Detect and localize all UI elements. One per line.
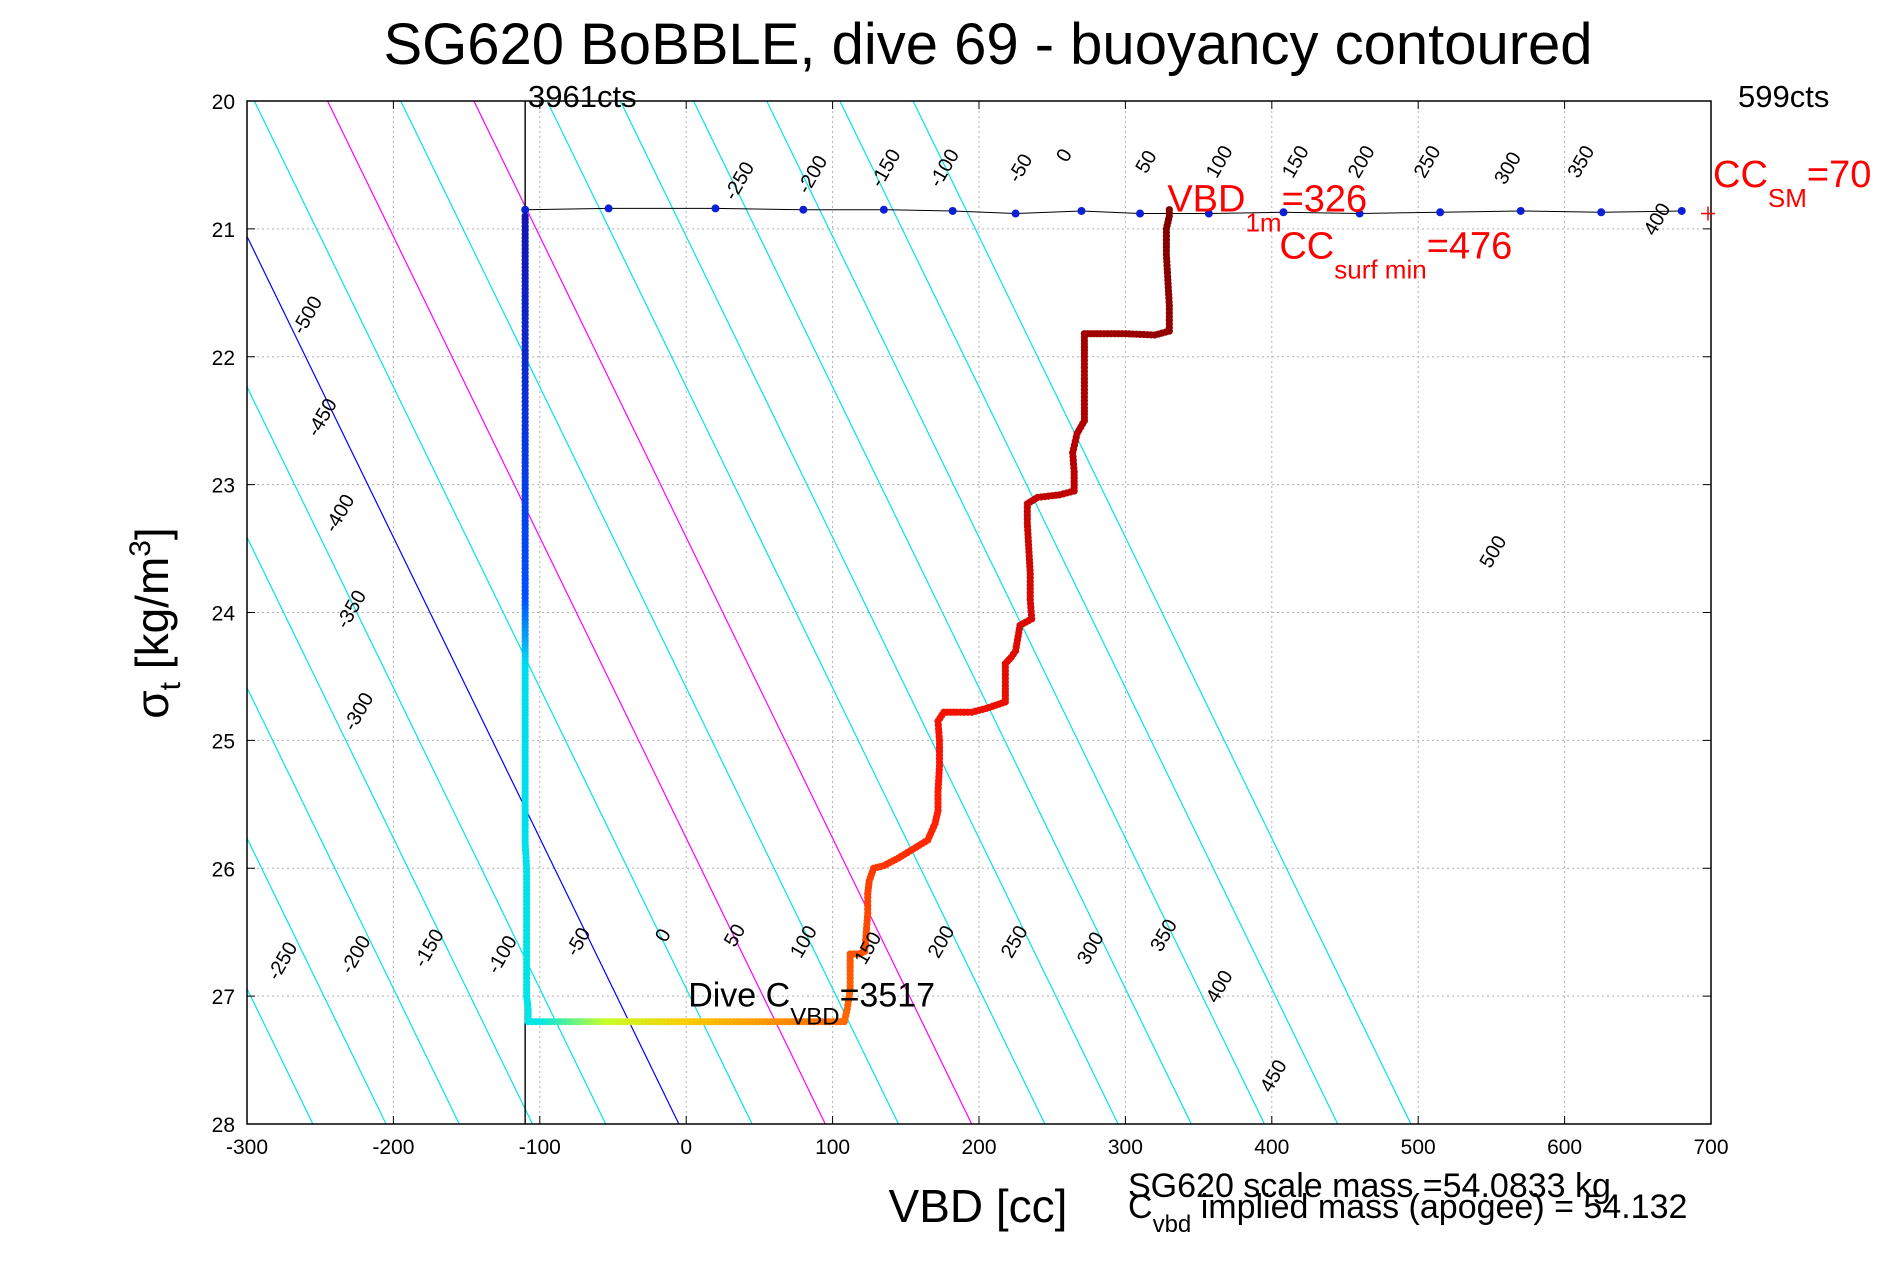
contour-line xyxy=(246,687,460,1125)
footer-implied-mass-main: C xyxy=(1128,1188,1153,1226)
y-tick-label: 24 xyxy=(212,603,236,626)
vbd-1m-value: =326 xyxy=(1282,179,1368,221)
cc-sm-main: CC xyxy=(1713,154,1768,196)
x-tick-label: 700 xyxy=(1693,1136,1728,1159)
y-tick-label: 23 xyxy=(212,475,235,498)
surface-point xyxy=(1597,208,1606,217)
y-axis-label-unit-end: ] xyxy=(126,527,178,540)
contour-line xyxy=(326,100,826,1125)
surface-point xyxy=(1279,208,1288,217)
surface-point xyxy=(1677,206,1686,215)
cc-sm-sub: SM xyxy=(1768,183,1807,213)
surface-point xyxy=(1011,209,1020,218)
buoyancy-contours xyxy=(246,100,1412,1125)
y-tick-label: 22 xyxy=(212,347,235,370)
y-tick-label: 26 xyxy=(212,858,235,881)
footer-implied-mass: Cvbd implied mass (apogee) = 54.132 xyxy=(1128,1188,1687,1238)
surface-point xyxy=(1516,206,1525,215)
surface-point xyxy=(799,205,808,214)
contour-line xyxy=(839,100,1339,1125)
surface-series xyxy=(521,204,1686,218)
top-left-counts-label: 3961cts xyxy=(528,79,637,114)
y-tick-label: 25 xyxy=(212,730,235,753)
x-tick-label: 400 xyxy=(1254,1136,1289,1159)
x-tick-label: 600 xyxy=(1547,1136,1582,1159)
contour-line xyxy=(253,100,753,1125)
vbd-1m-annotation: VBD1m=326 xyxy=(1167,179,1367,238)
dive-c-vbd-annotation: Dive CVBD=3517 xyxy=(688,976,935,1030)
contour-line xyxy=(692,100,1192,1125)
top-right-counts-label: 599cts xyxy=(1738,79,1829,114)
contour-line xyxy=(246,537,534,1125)
y-axis-label: σt [kg/m3] xyxy=(124,527,187,718)
surface-point xyxy=(1136,209,1145,218)
x-tick-label: 0 xyxy=(680,1136,692,1159)
surface-point xyxy=(948,206,957,215)
y-tick-label: 27 xyxy=(212,986,235,1009)
surface-point xyxy=(711,204,720,213)
profile-point xyxy=(521,212,529,220)
surface-point xyxy=(1436,208,1445,217)
cc-surf-min-annotation: CCsurf min=476 xyxy=(1279,225,1512,284)
chart-title: SG620 BoBBLE, dive 69 - buoyancy contour… xyxy=(383,12,1592,77)
surface-point xyxy=(1204,209,1213,218)
vbd-1m-sub: 1m xyxy=(1245,208,1281,238)
annotations: VBD1m=326 CCsurf min=476 CCSM=70 Dive CV… xyxy=(688,154,1871,1031)
contour-line xyxy=(400,100,900,1125)
cc-sm-annotation: CCSM=70 xyxy=(1713,154,1871,213)
y-tick-label: 21 xyxy=(212,219,235,242)
x-tick-label: -100 xyxy=(519,1136,561,1159)
x-tick-label: -200 xyxy=(372,1136,414,1159)
dive-profile-series xyxy=(521,206,1173,1026)
y-axis-label-unit-sup: 3 xyxy=(124,540,157,557)
x-axis-ticks: -300 -200 -100 0 100 200 300 400 500 600 700 xyxy=(226,101,1729,1159)
contour-line xyxy=(246,236,680,1125)
vbd-1m-main: VBD xyxy=(1167,179,1245,221)
y-axis-label-sub: t xyxy=(154,681,187,690)
y-axis-label-main: σ xyxy=(126,690,178,718)
contour-line xyxy=(246,386,607,1125)
contour-line xyxy=(766,100,1266,1125)
surface-point xyxy=(604,204,613,213)
footer-scale-mass: SG620 scale mass =54.0833 kg xyxy=(1128,1167,1611,1205)
x-tick-label: -300 xyxy=(226,1136,268,1159)
surface-point xyxy=(879,205,888,214)
contour-line xyxy=(619,100,1119,1125)
cc-surf-min-sub: surf min xyxy=(1334,254,1426,284)
footer-implied-mass-sub: vbd xyxy=(1153,1211,1192,1238)
x-tick-label: 200 xyxy=(961,1136,996,1159)
x-tick-label: 100 xyxy=(815,1136,850,1159)
surface-point xyxy=(1077,206,1086,215)
x-tick-label: 500 xyxy=(1401,1136,1436,1159)
y-axis-ticks: 20 21 22 23 24 25 26 27 28 xyxy=(212,91,1711,1137)
cc-sm-value: =70 xyxy=(1807,154,1871,196)
contour-line xyxy=(473,100,973,1125)
surface-point xyxy=(521,205,530,214)
contour-line xyxy=(246,837,387,1125)
cc-sm-marker xyxy=(1701,206,1715,221)
surface-point xyxy=(1355,209,1364,218)
dive-c-vbd-sub: VBD xyxy=(790,1003,839,1030)
dive-c-vbd-main: Dive C xyxy=(688,976,790,1014)
y-tick-label: 28 xyxy=(212,1114,235,1137)
y-axis-label-unit: [kg/m xyxy=(126,557,178,682)
footer-implied-mass-rest: implied mass (apogee) = 54.132 xyxy=(1191,1188,1687,1226)
y-tick-label: 20 xyxy=(212,91,235,114)
cc-surf-min-main: CC xyxy=(1279,225,1334,267)
contour-line xyxy=(546,100,1046,1125)
dive-c-vbd-value: =3517 xyxy=(840,976,936,1014)
contour-line xyxy=(912,100,1412,1125)
contour-line xyxy=(246,988,314,1125)
cc-surf-min-value: =476 xyxy=(1427,225,1513,267)
x-tick-label: 300 xyxy=(1108,1136,1143,1159)
x-axis-label: VBD [cc] xyxy=(889,1180,1068,1232)
surface-line xyxy=(525,207,1682,215)
